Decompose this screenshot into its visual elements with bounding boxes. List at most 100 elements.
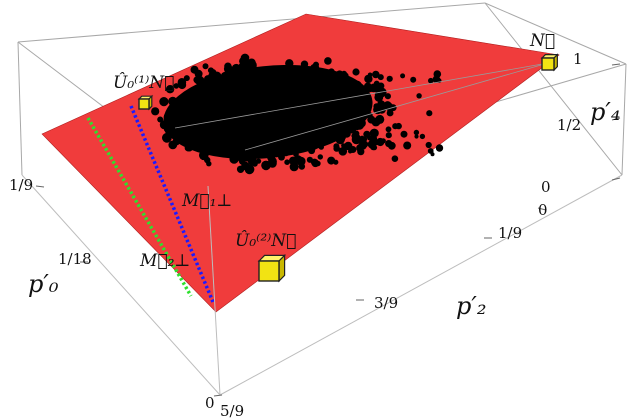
data-point — [159, 120, 169, 130]
data-point — [322, 87, 330, 95]
guide-line — [244, 62, 549, 151]
data-point — [419, 133, 426, 140]
axis-label-p2: p′₂ — [456, 292, 486, 320]
data-point — [386, 75, 393, 82]
data-point — [425, 141, 432, 149]
data-point — [208, 72, 215, 79]
data-point — [224, 130, 234, 140]
data-point — [410, 76, 417, 83]
data-point — [206, 161, 212, 167]
data-point — [219, 111, 229, 121]
data-point — [343, 104, 350, 111]
data-point — [313, 88, 324, 99]
data-point — [317, 71, 326, 80]
data-point — [428, 77, 434, 84]
annotation-M2perp: M⃗₂⊥ — [139, 251, 190, 271]
data-point — [194, 75, 204, 85]
data-point — [289, 142, 296, 150]
data-point — [385, 126, 392, 133]
data-point — [260, 133, 270, 143]
data-point — [237, 73, 247, 82]
data-point — [400, 130, 408, 138]
data-point — [208, 141, 216, 149]
data-point — [278, 153, 285, 161]
data-point — [435, 144, 444, 152]
data-point — [385, 132, 392, 139]
data-point — [333, 143, 340, 150]
data-point — [294, 138, 302, 146]
data-point — [290, 126, 300, 135]
data-point — [241, 59, 251, 69]
data-point — [372, 70, 380, 79]
data-point — [200, 150, 207, 157]
annotation-N: N⃗ — [529, 31, 555, 51]
data-point — [400, 73, 406, 79]
data-point — [220, 138, 226, 145]
data-point — [377, 74, 384, 81]
data-point — [317, 154, 323, 160]
data-point — [364, 105, 372, 113]
data-point — [358, 86, 369, 96]
annotation-M1perp: M⃗₁⊥ — [181, 191, 232, 211]
data-point — [324, 130, 330, 137]
data-point — [426, 110, 433, 117]
data-point — [228, 81, 235, 88]
data-point — [300, 60, 309, 68]
data-point — [178, 80, 187, 90]
data-point — [261, 160, 271, 171]
data-point — [277, 122, 287, 132]
data-point — [336, 102, 341, 108]
data-point — [230, 125, 239, 135]
tick-mark — [611, 117, 621, 121]
data-point — [179, 98, 187, 106]
box-edge — [484, 2, 623, 176]
data-point — [167, 116, 177, 126]
data-point — [289, 156, 296, 164]
data-point — [286, 112, 295, 121]
data-point — [311, 143, 318, 150]
box-edge — [207, 185, 221, 396]
tick-p4-1: 1 — [573, 50, 583, 68]
line-M1perp — [129, 105, 215, 303]
point-cloud — [151, 53, 444, 175]
data-point — [246, 99, 252, 105]
data-point — [233, 85, 240, 91]
data-point — [221, 142, 228, 149]
data-point — [294, 155, 303, 164]
tick-p4-0: 0 — [541, 178, 551, 196]
data-point — [205, 95, 216, 106]
data-point — [339, 76, 348, 86]
data-point — [303, 102, 311, 110]
data-point — [207, 124, 215, 132]
data-point — [427, 148, 434, 154]
data-point — [282, 92, 289, 99]
data-point — [376, 96, 382, 102]
data-point — [332, 108, 338, 114]
data-point — [262, 100, 269, 106]
data-point — [164, 127, 172, 134]
data-point — [387, 141, 396, 150]
data-point — [341, 143, 346, 148]
data-point — [203, 105, 211, 113]
data-point — [270, 93, 279, 103]
data-point — [377, 82, 385, 90]
special-point-markers — [137, 53, 559, 283]
data-point — [193, 131, 201, 139]
data-point — [255, 73, 266, 83]
tick-marks — [35, 63, 621, 397]
data-point — [337, 122, 347, 132]
data-point — [328, 68, 335, 76]
axis-label-p4: p′₄ — [590, 98, 620, 126]
data-point — [216, 134, 223, 141]
data-point — [285, 64, 295, 74]
data-point — [305, 137, 314, 147]
data-point — [198, 87, 205, 94]
data-point — [284, 159, 290, 165]
data-point — [225, 138, 232, 145]
data-point — [370, 144, 377, 151]
tick-p2-1-9: 1/9 — [498, 224, 522, 242]
marker-U1N — [137, 94, 154, 111]
tick-mark — [611, 63, 621, 66]
data-point — [168, 96, 178, 106]
data-point — [238, 104, 248, 114]
